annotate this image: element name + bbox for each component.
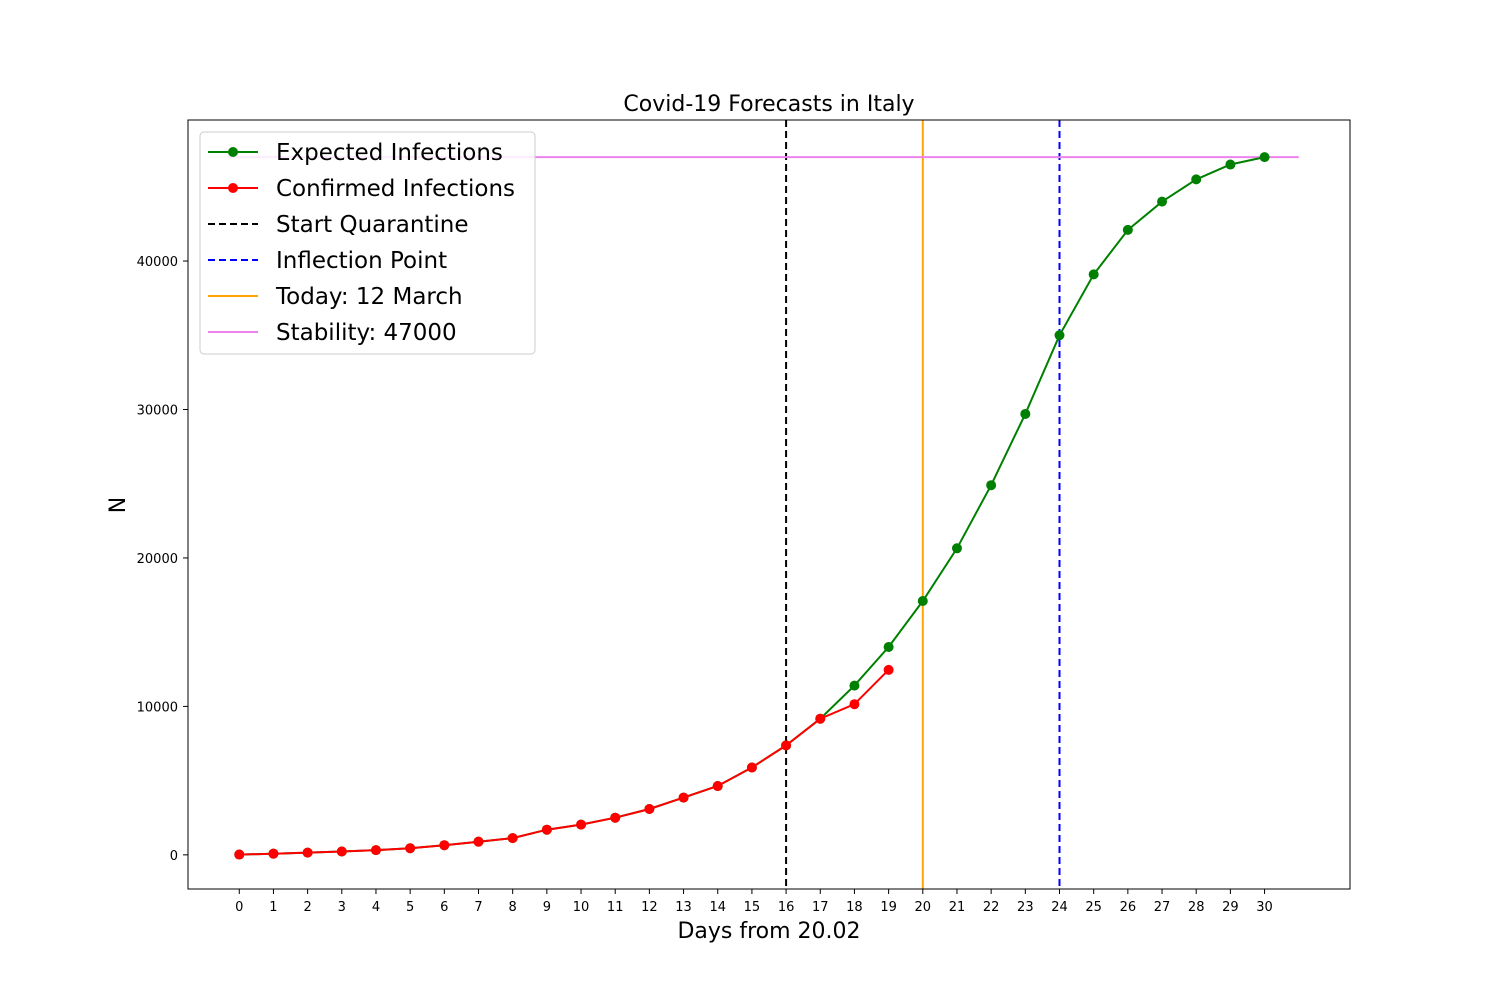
- data-point-0-25: [1088, 269, 1099, 280]
- plot-frame: [187, 119, 1351, 890]
- data-point-1-5: [405, 843, 416, 854]
- x-tick-label-30: 30: [1256, 900, 1273, 915]
- data-point-0-22: [986, 480, 997, 491]
- x-tick-label-4: 4: [372, 900, 380, 915]
- x-tick-label-0: 0: [235, 900, 243, 915]
- x-tick-label-5: 5: [406, 900, 414, 915]
- data-point-0-20: [917, 595, 928, 606]
- x-tick-label-20: 20: [915, 900, 932, 915]
- data-point-1-7: [473, 836, 484, 847]
- data-point-1-12: [644, 803, 655, 814]
- y-tick-label-0: 0: [170, 849, 178, 864]
- x-tick-label-28: 28: [1188, 900, 1205, 915]
- legend-label-2: Start Quarantine: [276, 212, 469, 238]
- x-tick-label-8: 8: [509, 900, 517, 915]
- plot-area: [187, 119, 1351, 890]
- data-point-0-29: [1225, 159, 1236, 170]
- data-point-1-6: [439, 840, 450, 851]
- data-point-1-19: [883, 664, 894, 675]
- legend-label-3: Inflection Point: [276, 248, 447, 274]
- y-tick-label-1: 10000: [137, 700, 178, 715]
- x-tick-label-7: 7: [474, 900, 482, 915]
- data-point-1-15: [746, 762, 757, 773]
- y-axis-ticks: 0 10000 20000 30000 40000: [137, 255, 188, 864]
- x-tick-label-21: 21: [949, 900, 966, 915]
- data-point-1-4: [370, 845, 381, 856]
- data-point-1-10: [576, 819, 587, 830]
- x-tick-label-3: 3: [338, 900, 346, 915]
- data-point-1-3: [336, 846, 347, 857]
- x-tick-label-2: 2: [303, 900, 311, 915]
- x-axis-label: Days from 20.02: [677, 919, 860, 944]
- x-tick-label-1: 1: [269, 900, 277, 915]
- data-point-0-27: [1157, 196, 1168, 207]
- x-axis-ticks: 0 1 2 3 4 5 6 7 8 9 10 11 12 13 14 15 16 17 18 19 20 21 22 23 24…: [235, 889, 1273, 915]
- x-tick-label-6: 6: [440, 900, 448, 915]
- x-tick-label-27: 27: [1154, 900, 1171, 915]
- data-point-1-13: [678, 792, 689, 803]
- x-tick-label-29: 29: [1222, 900, 1239, 915]
- legend-marker-0: [228, 147, 238, 157]
- data-point-0-23: [1020, 408, 1031, 419]
- data-point-0-18: [849, 680, 860, 691]
- x-tick-label-22: 22: [983, 900, 1000, 915]
- legend: Expected Infections Confirmed Infections S…: [199, 131, 536, 355]
- data-point-1-2: [302, 847, 313, 858]
- x-tick-label-10: 10: [573, 900, 590, 915]
- legend-marker-1: [228, 183, 238, 193]
- legend-label-1: Confirmed Infections: [276, 176, 515, 202]
- y-tick-label-2: 20000: [137, 552, 178, 567]
- x-tick-label-16: 16: [778, 900, 795, 915]
- chart-title: Covid-19 Forecasts in Italy: [623, 92, 914, 117]
- data-point-1-1: [268, 848, 279, 859]
- x-tick-label-15: 15: [744, 900, 761, 915]
- data-point-0-21: [951, 543, 962, 554]
- data-point-1-14: [712, 781, 723, 792]
- x-tick-label-17: 17: [812, 900, 829, 915]
- x-tick-label-11: 11: [607, 900, 624, 915]
- x-tick-label-19: 19: [880, 900, 897, 915]
- data-point-1-16: [781, 740, 792, 751]
- x-tick-label-25: 25: [1085, 900, 1102, 915]
- data-point-1-9: [541, 824, 552, 835]
- data-point-1-17: [815, 713, 826, 724]
- x-tick-label-9: 9: [543, 900, 551, 915]
- series-line-1: [239, 669, 890, 856]
- x-tick-label-12: 12: [641, 900, 658, 915]
- x-tick-label-23: 23: [1017, 900, 1034, 915]
- data-point-1-0: [234, 849, 245, 860]
- data-point-1-18: [849, 699, 860, 710]
- y-tick-label-3: 30000: [137, 403, 178, 418]
- x-tick-label-26: 26: [1120, 900, 1137, 915]
- data-point-0-28: [1191, 174, 1202, 185]
- legend-label-5: Stability: 47000: [276, 320, 457, 346]
- data-point-1-11: [610, 812, 621, 823]
- y-tick-label-4: 40000: [137, 255, 178, 270]
- data-point-0-24: [1054, 330, 1065, 341]
- x-tick-label-14: 14: [709, 900, 726, 915]
- data-point-0-26: [1122, 224, 1133, 235]
- x-tick-label-18: 18: [846, 900, 863, 915]
- x-tick-label-13: 13: [675, 900, 692, 915]
- data-point-1-8: [507, 833, 518, 844]
- data-point-0-30: [1259, 152, 1270, 163]
- x-tick-label-24: 24: [1051, 900, 1068, 915]
- data-point-0-19: [883, 642, 894, 653]
- legend-label-0: Expected Infections: [276, 140, 503, 166]
- legend-box: [199, 131, 536, 355]
- legend-label-4: Today: 12 March: [275, 284, 463, 310]
- y-axis-label: N: [106, 497, 131, 513]
